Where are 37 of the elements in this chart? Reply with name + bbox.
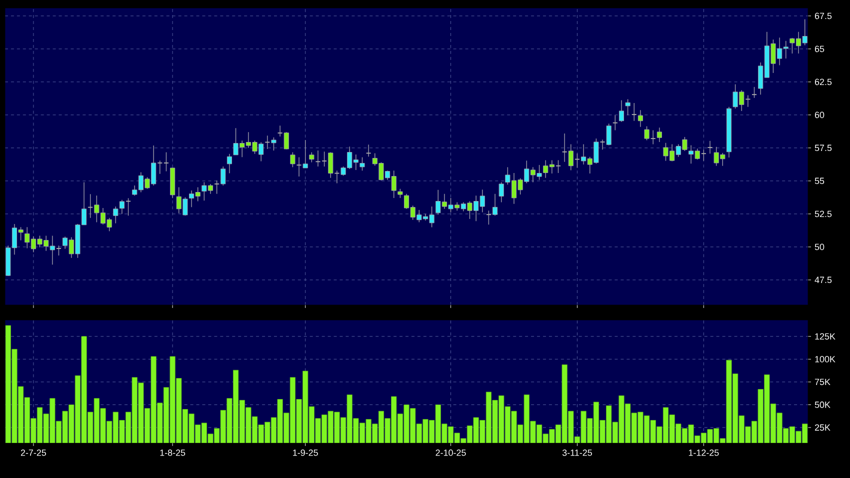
candlestick [638, 110, 643, 128]
y-tick-label: 50 [814, 244, 824, 250]
y-tick-label: 25K [814, 424, 830, 431]
x-tick-label: 1-12-25 [688, 450, 719, 456]
candlestick [751, 86, 758, 98]
x-tick-label: 1-8-25 [160, 450, 186, 456]
candlestick [398, 188, 403, 198]
candlestick [631, 102, 637, 122]
candlestick [612, 114, 618, 131]
x-tick-label: 2-7-25 [20, 450, 46, 456]
candlestick [113, 206, 118, 224]
y-tick-label: 65 [814, 46, 824, 52]
candlestick [226, 154, 232, 174]
candlestick [498, 182, 504, 203]
candlestick [163, 152, 170, 172]
y-tick-label: 52.5 [814, 210, 832, 218]
y-tick-label: 47.5 [814, 276, 832, 284]
candlestick [360, 156, 365, 171]
y-tick-label: 60 [814, 112, 824, 118]
y-tick-label: 67.5 [814, 12, 832, 20]
x-tick-label: 1-9-25 [293, 450, 318, 456]
candlestick [309, 152, 314, 163]
x-tick-label: 2-10-25 [436, 450, 466, 456]
candlestick [366, 144, 372, 157]
candlestick [618, 100, 624, 122]
x-tick-label: 3-11-25 [562, 450, 592, 456]
candlestick [290, 152, 296, 168]
y-tick-label: 57.5 [814, 144, 832, 152]
candlestick [625, 98, 630, 116]
y-tick-label: 55 [814, 178, 824, 184]
y-tick-label: 125K [815, 333, 836, 340]
y-tick-label: 50K [814, 402, 830, 408]
candlestick [656, 127, 662, 142]
y-tick-label: 62.5 [814, 78, 832, 86]
candlestick [707, 140, 713, 154]
y-tick-label: 75K [814, 378, 830, 386]
y-tick-label: 100K [815, 356, 836, 362]
